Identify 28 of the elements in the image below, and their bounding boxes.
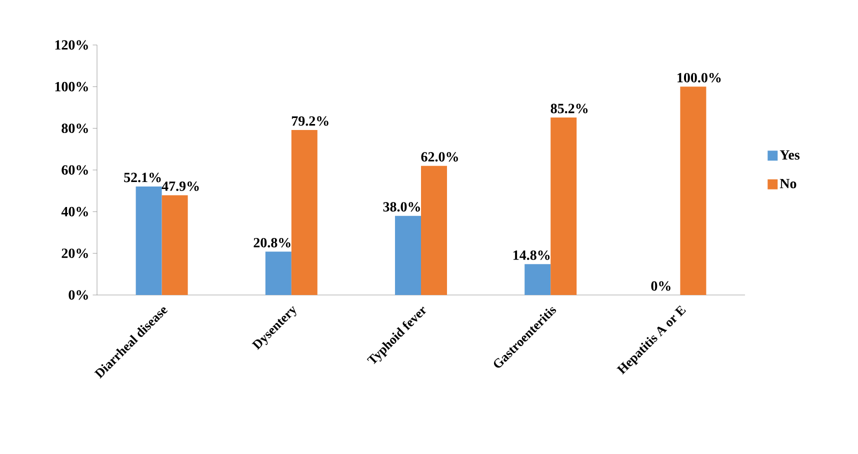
data-label: 0% [651,281,670,291]
y-tick-label: 80% [62,124,88,134]
bar [680,86,706,295]
bar [162,195,188,295]
data-label: 14.8% [513,250,550,260]
y-tick-label: 0% [68,290,88,300]
bar [136,186,162,295]
data-label: 38.0% [383,202,420,212]
bar [395,216,422,295]
y-tick-label: 100% [55,82,88,92]
y-tick-label: 40% [61,206,88,216]
bar [524,264,551,295]
bar [550,117,577,295]
legend-label: No [780,178,796,188]
y-tick-label: 120% [55,40,88,50]
bar [265,252,292,295]
data-label: 52.1% [124,172,161,182]
y-tick-label: 60% [62,165,88,175]
data-label: 62.0% [421,152,458,162]
bar [291,130,318,295]
bar [421,166,448,295]
data-label: 47.9% [162,181,199,192]
data-label: 79.2% [292,116,328,126]
legend-label: Yes [780,150,800,160]
data-label: 100.0% [678,72,721,82]
y-tick-label: 20% [62,248,88,258]
data-label: 20.8% [254,238,290,248]
data-label: 85.2% [550,104,588,114]
